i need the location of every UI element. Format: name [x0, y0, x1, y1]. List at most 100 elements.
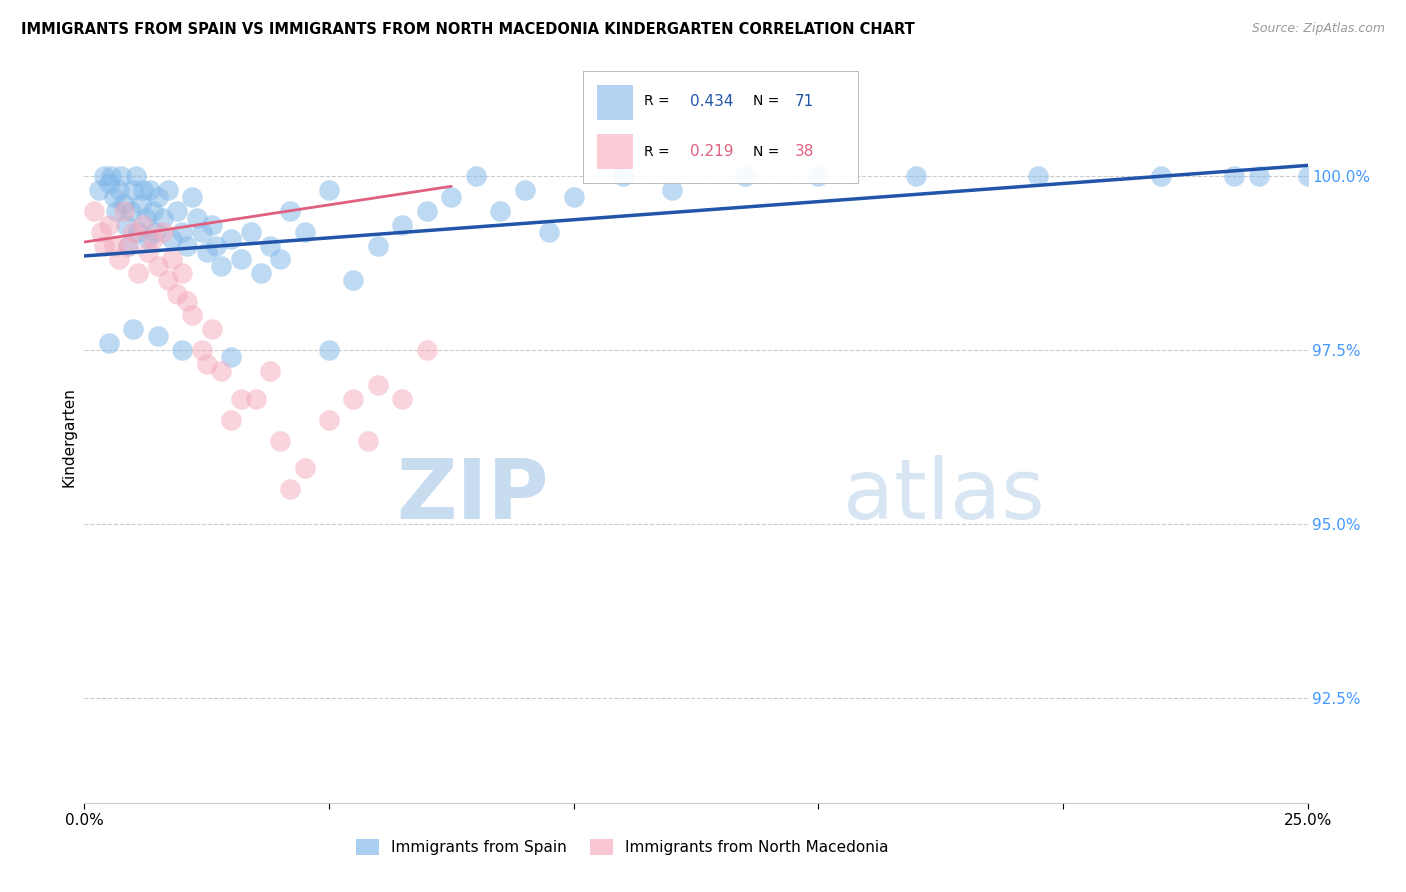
Point: [219, 412, 242, 426]
Point: [103, 238, 125, 252]
Point: [205, 238, 228, 252]
Point: [391, 218, 413, 232]
Point: [191, 225, 214, 239]
Point: [269, 434, 291, 448]
Point: [176, 294, 198, 309]
Point: [136, 245, 159, 260]
Text: R =: R =: [644, 95, 673, 109]
Text: N =: N =: [754, 95, 785, 109]
Point: [107, 183, 129, 197]
Point: [269, 252, 291, 267]
Text: Source: ZipAtlas.com: Source: ZipAtlas.com: [1251, 22, 1385, 36]
Point: [176, 238, 198, 252]
Bar: [598, 85, 633, 120]
Point: [905, 169, 928, 183]
Point: [1028, 169, 1050, 183]
Point: [219, 231, 242, 245]
Point: [219, 350, 242, 364]
Point: [200, 218, 222, 232]
Point: [120, 203, 142, 218]
Point: [105, 203, 128, 218]
Point: [209, 260, 232, 274]
Point: [112, 196, 135, 211]
Point: [139, 183, 162, 197]
Point: [97, 176, 120, 190]
Point: [562, 190, 585, 204]
Point: [294, 225, 316, 239]
Text: N =: N =: [754, 145, 785, 159]
Point: [97, 218, 120, 232]
Point: [191, 343, 214, 357]
Point: [117, 238, 139, 252]
Point: [93, 169, 115, 183]
Text: atlas: atlas: [842, 455, 1045, 536]
Point: [367, 238, 389, 252]
Text: 38: 38: [794, 145, 814, 159]
Point: [132, 183, 155, 197]
Point: [1223, 169, 1246, 183]
Bar: [598, 134, 633, 169]
Point: [195, 245, 218, 260]
Point: [90, 225, 112, 239]
Point: [661, 183, 683, 197]
Point: [143, 225, 166, 239]
Point: [132, 218, 155, 232]
Point: [1247, 169, 1270, 183]
Point: [162, 252, 184, 267]
Point: [357, 434, 380, 448]
Point: [93, 238, 115, 252]
Point: [278, 483, 301, 497]
Point: [367, 377, 389, 392]
Point: [115, 218, 138, 232]
Point: [112, 203, 135, 218]
Point: [807, 169, 830, 183]
Point: [416, 343, 439, 357]
Point: [172, 266, 194, 280]
Point: [103, 190, 125, 204]
Point: [239, 225, 262, 239]
Point: [612, 169, 634, 183]
Point: [464, 169, 486, 183]
Point: [127, 266, 149, 280]
Point: [156, 183, 179, 197]
Point: [538, 225, 561, 239]
Text: R =: R =: [644, 145, 673, 159]
Point: [229, 252, 252, 267]
Point: [122, 322, 145, 336]
Point: [172, 225, 194, 239]
Point: [342, 273, 364, 287]
Point: [166, 203, 188, 218]
Point: [181, 308, 204, 322]
Point: [100, 169, 122, 183]
Point: [186, 211, 208, 225]
Y-axis label: Kindergarten: Kindergarten: [60, 387, 76, 487]
Point: [489, 203, 512, 218]
Point: [146, 260, 169, 274]
Point: [135, 211, 157, 225]
Point: [249, 266, 271, 280]
Legend: Immigrants from Spain, Immigrants from North Macedonia: Immigrants from Spain, Immigrants from N…: [350, 833, 894, 861]
Point: [162, 231, 184, 245]
Point: [734, 169, 756, 183]
Point: [391, 392, 413, 406]
Point: [318, 343, 340, 357]
Text: 71: 71: [794, 94, 814, 109]
Point: [259, 238, 281, 252]
Point: [97, 336, 120, 351]
Point: [83, 203, 105, 218]
Point: [142, 231, 165, 245]
Point: [259, 364, 281, 378]
Point: [122, 225, 145, 239]
Point: [142, 203, 165, 218]
Text: IMMIGRANTS FROM SPAIN VS IMMIGRANTS FROM NORTH MACEDONIA KINDERGARTEN CORRELATIO: IMMIGRANTS FROM SPAIN VS IMMIGRANTS FROM…: [21, 22, 915, 37]
Point: [440, 190, 463, 204]
Point: [87, 183, 110, 197]
Point: [181, 190, 204, 204]
Point: [1296, 169, 1319, 183]
Point: [125, 169, 148, 183]
Point: [342, 392, 364, 406]
Text: 0.434: 0.434: [690, 94, 734, 109]
Point: [416, 203, 439, 218]
Point: [294, 461, 316, 475]
Point: [166, 287, 188, 301]
